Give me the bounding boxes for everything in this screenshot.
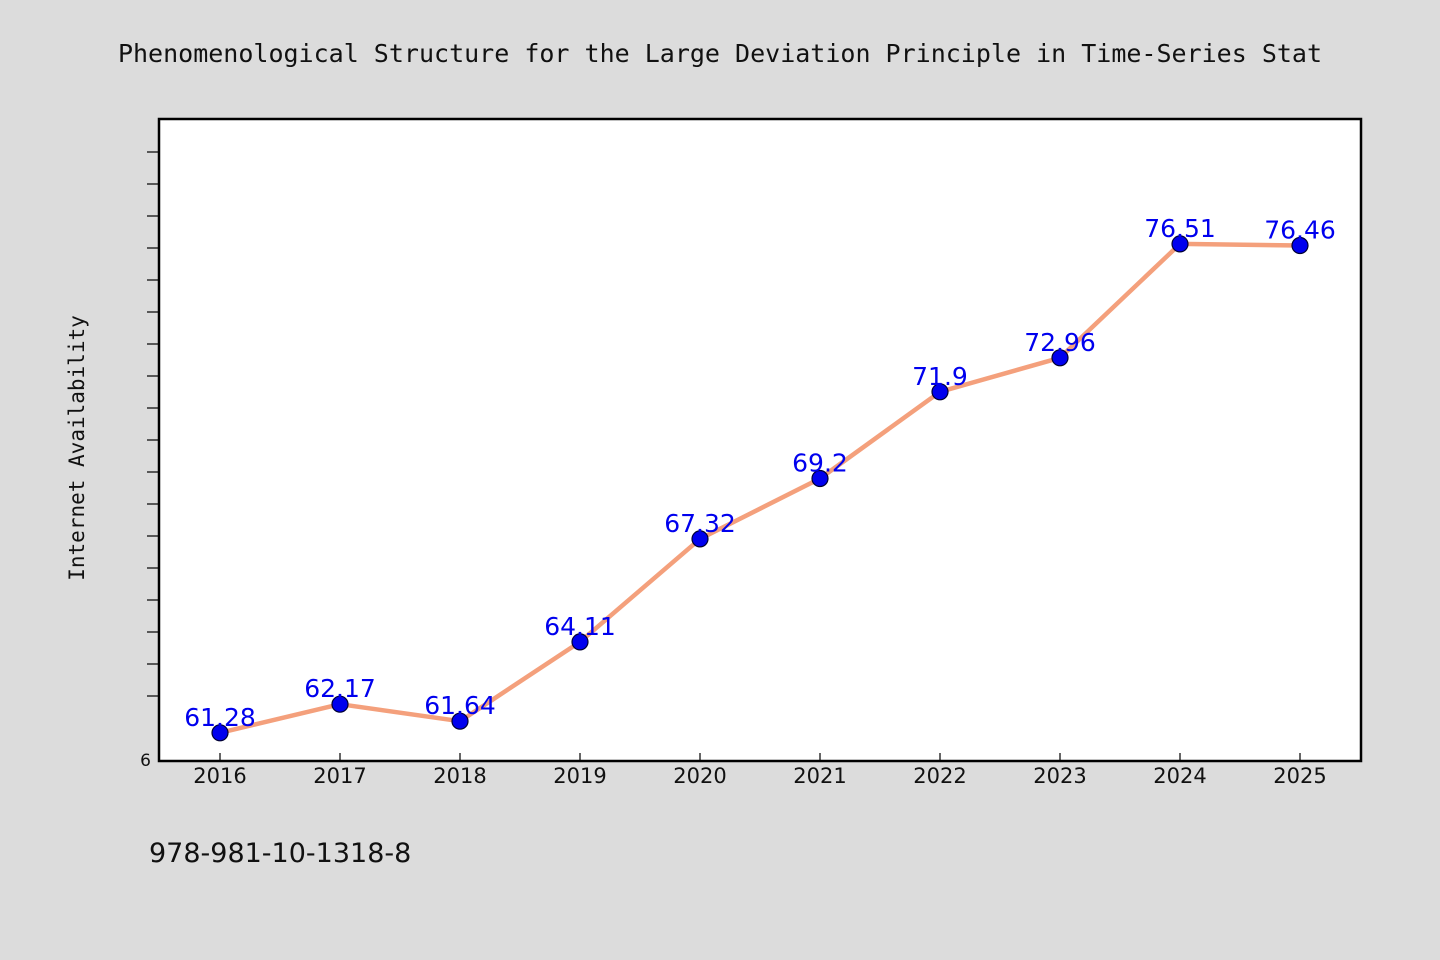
data-label: 71.9 [912, 362, 968, 391]
data-label: 64.11 [544, 612, 616, 641]
x-tick-label: 2017 [313, 764, 366, 788]
data-label: 72.96 [1024, 328, 1096, 357]
x-tick-label: 2021 [793, 764, 846, 788]
y-axis-ticks: 6 [140, 151, 159, 771]
data-point [451, 712, 469, 730]
data-point [571, 633, 589, 651]
data-point [1051, 349, 1069, 367]
x-tick-label: 2016 [193, 764, 246, 788]
plot-area [157, 117, 1363, 763]
x-tick-label: 2025 [1273, 764, 1326, 788]
x-tick-label: 2024 [1153, 764, 1206, 788]
x-tick-label: 2020 [673, 764, 726, 788]
x-axis-ticks: 2016 2017 2018 2019 2020 2021 2022 2023 2024 2025 [193, 753, 1327, 788]
data-label: 69.2 [792, 449, 848, 478]
data-point [331, 695, 349, 713]
data-point [691, 530, 709, 548]
x-tick-label: 2023 [1033, 764, 1086, 788]
data-point [811, 469, 829, 488]
series-layer: 61.28 62.17 61.64 64.11 67.32 69.2 71.9 72.96 76… [184, 214, 1336, 742]
data-point [931, 383, 949, 401]
y-axis-label: Internet Availability [65, 315, 89, 581]
data-label: 76.51 [1144, 214, 1216, 243]
data-label: 61.28 [184, 703, 256, 732]
footnote-isbn: 978-981-10-1318-8 [149, 838, 411, 869]
data-point [211, 724, 229, 742]
data-point [1171, 235, 1189, 253]
data-label: 76.46 [1264, 216, 1336, 245]
y-tick-label: 6 [140, 751, 151, 771]
x-tick-label: 2019 [553, 764, 606, 788]
data-label: 62.17 [304, 674, 376, 703]
data-label: 67.32 [664, 509, 736, 538]
data-label: 61.64 [424, 691, 496, 720]
data-point [1291, 236, 1309, 255]
x-tick-label: 2018 [433, 764, 486, 788]
x-tick-label: 2022 [913, 764, 966, 788]
series-line [217, 241, 1303, 736]
chart-title: Phenomenological Structure for the Large… [118, 39, 1322, 68]
